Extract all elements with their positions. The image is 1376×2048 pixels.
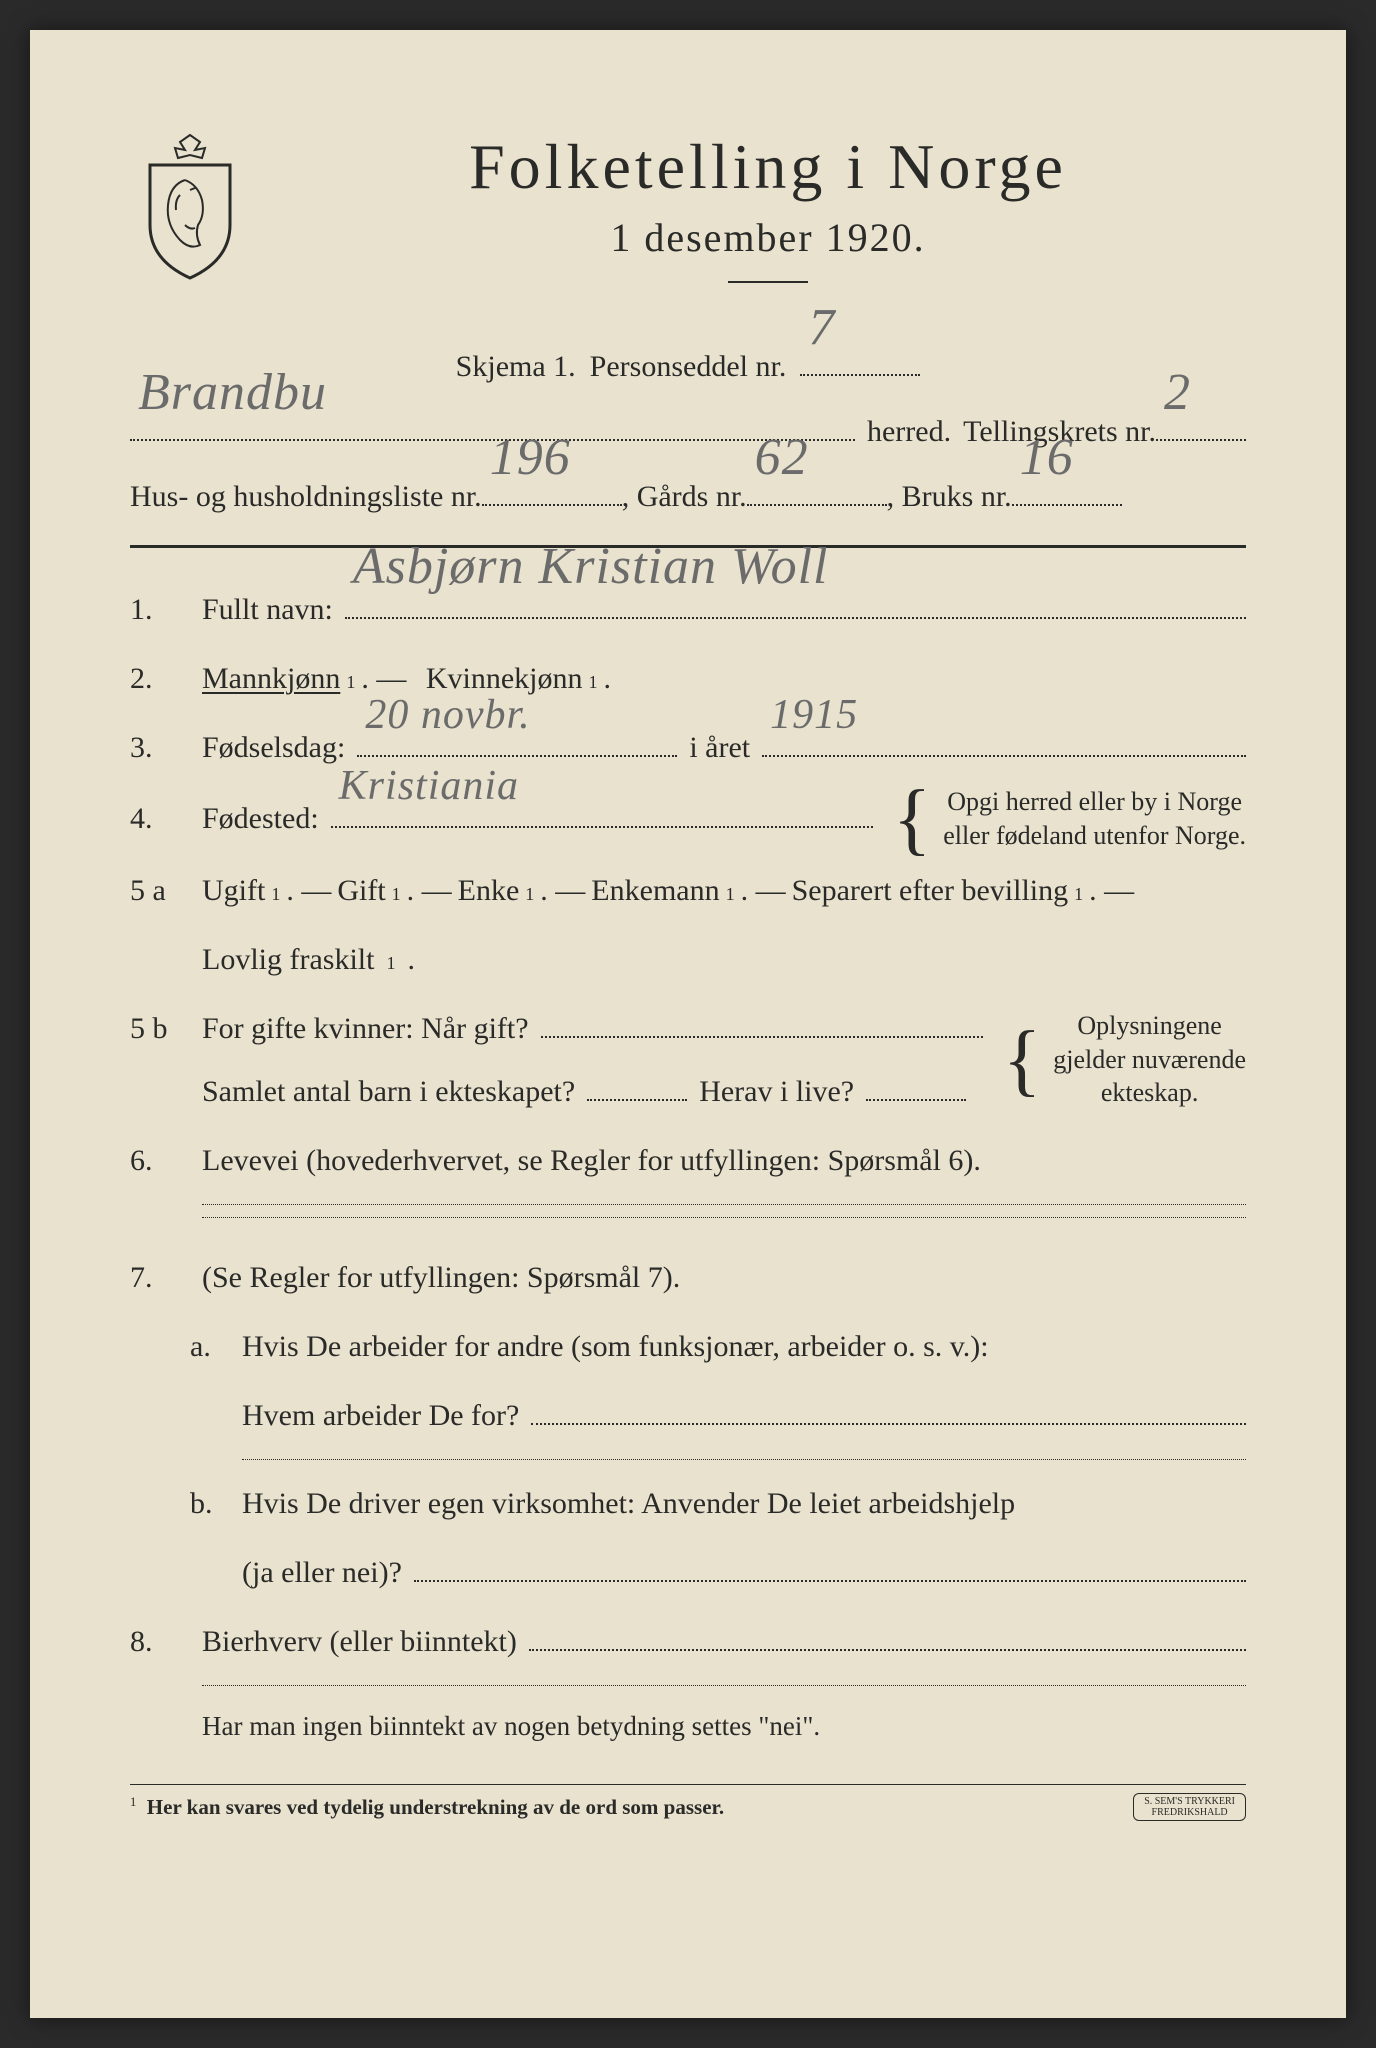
q2-mann: Mannkjønn xyxy=(202,647,340,710)
header: Folketelling i Norge 1 desember 1920. xyxy=(130,130,1246,308)
q7a-num: a. xyxy=(190,1315,230,1378)
herred-label: herred. xyxy=(867,403,951,460)
q6-num: 6. xyxy=(130,1129,190,1192)
questions: 1. Fullt navn: Asbjørn Kristian Woll 2. … xyxy=(130,578,1246,1754)
q1-num: 1. xyxy=(130,578,190,641)
note-bottom: Har man ingen biinntekt av nogen betydni… xyxy=(202,1698,1246,1755)
coat-of-arms-icon xyxy=(130,130,250,280)
q7a-text2: Hvem arbeider De for? xyxy=(242,1384,519,1447)
q7-label: (Se Regler for utfyllingen: Spørsmål 7). xyxy=(202,1246,680,1309)
gards-nr: 62 xyxy=(755,409,809,508)
title-block: Folketelling i Norge 1 desember 1920. xyxy=(290,130,1246,308)
printer-stamp: S. SEM'S TRYKKERI FREDRIKSHALD xyxy=(1133,1793,1246,1821)
q5a-lovlig: Lovlig fraskilt xyxy=(202,928,374,991)
tellingskrets-nr: 2 xyxy=(1164,344,1191,443)
q5a-separert: Separert efter bevilling xyxy=(792,859,1069,922)
blank-line xyxy=(202,1217,1246,1218)
q1-value: Asbjørn Kristian Woll xyxy=(353,512,829,621)
census-form-page: Folketelling i Norge 1 desember 1920. Sk… xyxy=(30,30,1346,2018)
q8-num: 8. xyxy=(130,1610,190,1673)
q5b-label2: Samlet antal barn i ekteskapet? xyxy=(202,1060,575,1123)
q3-year: 1915 xyxy=(770,671,858,759)
q5b-num: 5 b xyxy=(130,997,190,1060)
q4-num: 4. xyxy=(130,787,190,850)
q5a-enke: Enke xyxy=(458,859,520,922)
q3-year-label: i året xyxy=(689,716,750,779)
q5a-gift: Gift xyxy=(337,859,385,922)
blank-line xyxy=(202,1204,1246,1205)
bruks-nr: 16 xyxy=(1020,409,1074,508)
meta-section: Skjema 1. Personseddel nr. 7 Brandbu her… xyxy=(130,338,1246,525)
q5a-ugift: Ugift xyxy=(202,859,265,922)
q5b-label3: Herav i live? xyxy=(699,1060,854,1123)
skjema-label: Skjema 1. xyxy=(456,338,576,395)
footnote-text: Her kan svares ved tydelig understreknin… xyxy=(147,1795,724,1819)
q4-value: Kristiania xyxy=(339,742,519,830)
q7a-text1: Hvis De arbeider for andre (som funksjon… xyxy=(242,1315,989,1378)
q7b-text2: (ja eller nei)? xyxy=(242,1541,402,1604)
subtitle-date: 1 desember 1920. xyxy=(290,214,1246,261)
herred-value: Brandbu xyxy=(138,344,327,443)
q8-label: Bierhverv (eller biinntekt) xyxy=(202,1610,517,1673)
q5a-enkemann: Enkemann xyxy=(591,859,719,922)
blank-line xyxy=(202,1685,1246,1686)
q1-label: Fullt navn: xyxy=(202,578,333,641)
q7-num: 7. xyxy=(130,1246,190,1309)
q3-num: 3. xyxy=(130,716,190,779)
footnote: 1 Her kan svares ved tydelig understrekn… xyxy=(130,1784,1246,1821)
q5a-num: 5 a xyxy=(130,859,190,922)
q5b-note: { Oplysningene gjelder nuværende ekteska… xyxy=(1003,1009,1246,1110)
q6-label: Levevei (hovederhvervet, se Regler for u… xyxy=(202,1129,981,1192)
q7b-num: b. xyxy=(190,1472,230,1535)
q2-num: 2. xyxy=(130,647,190,710)
hushold-nr: 196 xyxy=(490,409,571,508)
q4-note: { Opgi herred eller by i Norge eller fød… xyxy=(893,785,1246,853)
divider xyxy=(728,281,808,283)
bruks-label: , Bruks nr. xyxy=(887,468,1012,525)
personseddel-label: Personseddel nr. xyxy=(590,338,787,395)
main-title: Folketelling i Norge xyxy=(290,130,1246,204)
q7b-text1: Hvis De driver egen virksomhet: Anvender… xyxy=(242,1472,1015,1535)
personseddel-nr: 7 xyxy=(808,279,835,378)
q4-label: Fødested: xyxy=(202,787,319,850)
q5b-label1: For gifte kvinner: Når gift? xyxy=(202,997,529,1060)
blank-line xyxy=(242,1459,1246,1460)
q3-label: Fødselsdag: xyxy=(202,716,345,779)
